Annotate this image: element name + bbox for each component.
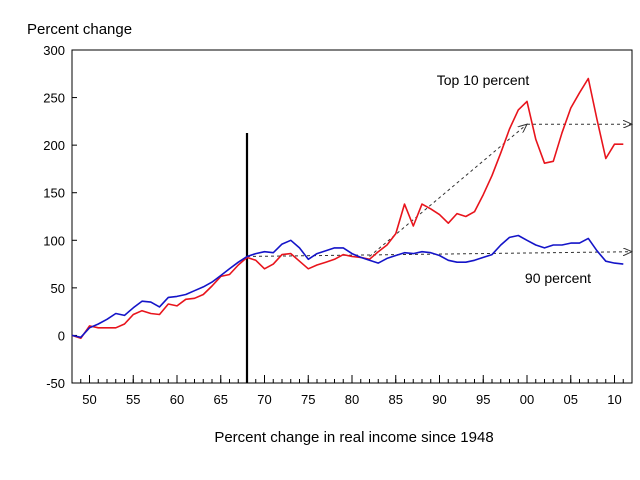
x-axis-title: Percent change in real income since 1948 bbox=[214, 429, 493, 446]
y-tick-label: 200 bbox=[43, 138, 65, 153]
x-tick-label: 80 bbox=[345, 392, 359, 407]
x-tick-label: 00 bbox=[520, 392, 534, 407]
x-tick-label: 65 bbox=[214, 392, 228, 407]
x-tick-label: 05 bbox=[564, 392, 578, 407]
trend-arrow bbox=[369, 124, 528, 257]
x-tick-label: 55 bbox=[126, 392, 140, 407]
y-axis-title: Percent change bbox=[27, 21, 132, 38]
x-tick-label: 85 bbox=[389, 392, 403, 407]
x-tick-label: 90 bbox=[432, 392, 446, 407]
x-tick-label: 75 bbox=[301, 392, 315, 407]
y-tick-label: 0 bbox=[58, 328, 65, 343]
y-tick-label: 300 bbox=[43, 43, 65, 58]
series-line-top-10-percent bbox=[71, 77, 624, 340]
x-tick-label: 60 bbox=[170, 392, 184, 407]
y-tick-label: 100 bbox=[43, 233, 65, 248]
x-tick-label: 70 bbox=[257, 392, 271, 407]
trend-arrow bbox=[246, 252, 632, 257]
series-annotation: 90 percent bbox=[525, 270, 591, 286]
x-tick-label: 50 bbox=[82, 392, 96, 407]
y-tick-label: -50 bbox=[46, 376, 65, 391]
x-tick-label: 10 bbox=[607, 392, 621, 407]
y-tick-label: 150 bbox=[43, 186, 65, 201]
series-line-90-percent bbox=[71, 234, 624, 339]
plot-frame bbox=[71, 49, 633, 384]
y-tick-label: 50 bbox=[51, 281, 65, 296]
x-tick-label: 95 bbox=[476, 392, 490, 407]
y-tick-label: 250 bbox=[43, 91, 65, 106]
series-annotation: Top 10 percent bbox=[437, 72, 530, 88]
